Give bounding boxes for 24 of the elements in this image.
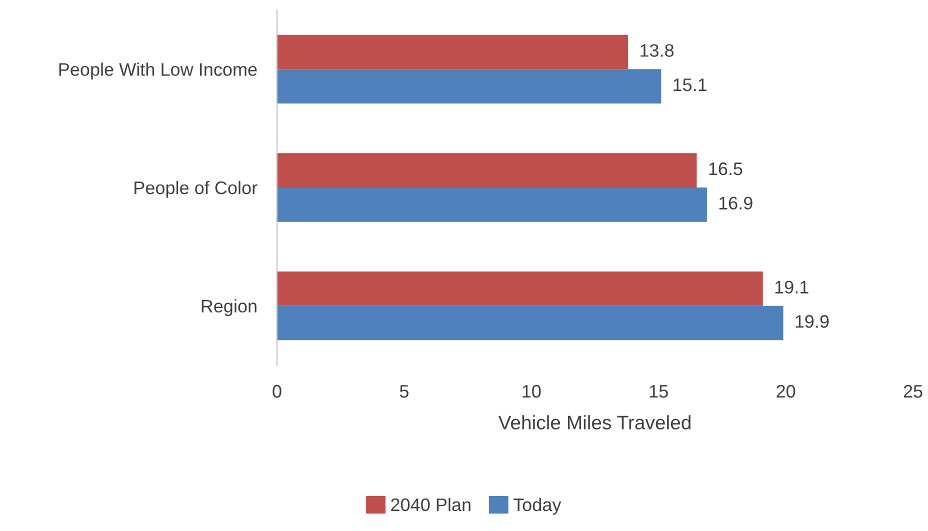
x-axis-title: Vehicle Miles Traveled xyxy=(498,415,690,430)
bar xyxy=(277,188,707,222)
y-tick-label: People of Color xyxy=(134,180,258,198)
data-label: 13.8 xyxy=(640,44,674,57)
data-label: 16.5 xyxy=(709,162,742,176)
y-tick-label: People With Low Income xyxy=(59,62,257,80)
data-label: 19.1 xyxy=(775,280,808,294)
x-tick-label: 20 xyxy=(776,384,796,398)
data-label: 19.9 xyxy=(796,315,829,328)
data-label: 15.1 xyxy=(674,78,707,92)
x-tick-label: 10 xyxy=(522,384,541,398)
x-tick-label: 0 xyxy=(272,384,282,398)
legend-label: 2040 Plan xyxy=(391,498,470,512)
x-tick-label: 15 xyxy=(650,385,668,398)
x-tick-label: 25 xyxy=(904,384,922,398)
bar xyxy=(277,306,784,340)
y-tick-label: Region xyxy=(202,299,256,316)
x-tick-label: 5 xyxy=(400,385,408,398)
data-label: 16.9 xyxy=(719,196,752,210)
legend-label: Today xyxy=(513,498,562,515)
bar xyxy=(277,153,697,188)
bar xyxy=(277,69,662,104)
bar xyxy=(277,272,763,306)
bar xyxy=(277,34,628,70)
